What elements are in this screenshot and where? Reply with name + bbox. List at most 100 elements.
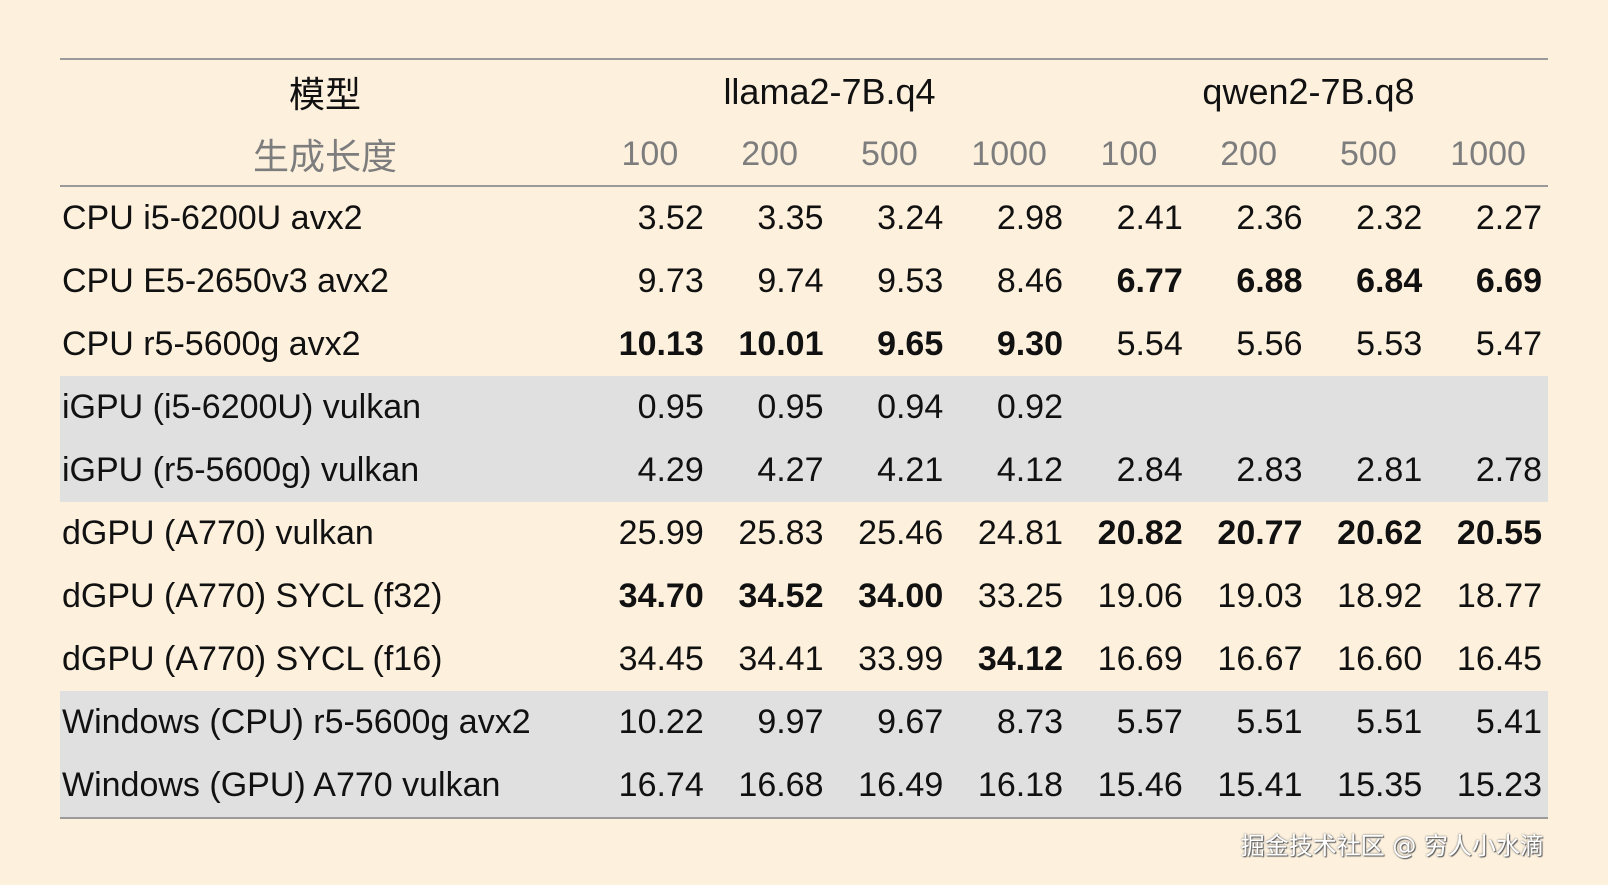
table-cell: 16.18 xyxy=(977,766,1063,804)
row-label: iGPU (r5-5600g) vulkan xyxy=(62,451,420,489)
table-cell: 15.35 xyxy=(1337,766,1423,804)
table-cell: 5.51 xyxy=(1356,703,1423,741)
table-cell: 10.01 xyxy=(738,325,824,363)
row-label: CPU E5-2650v3 avx2 xyxy=(62,262,389,300)
table-cell: 6.88 xyxy=(1236,262,1303,300)
table-cell: 9.74 xyxy=(757,262,824,300)
table-cell: 4.21 xyxy=(877,451,944,489)
table-cell: 25.46 xyxy=(858,514,944,552)
table-cell: 5.47 xyxy=(1475,325,1542,363)
length-header-cell: 100 xyxy=(1100,134,1158,173)
table-cell: 3.24 xyxy=(877,199,944,237)
table-cell: 25.83 xyxy=(738,514,824,552)
table-cell: 3.35 xyxy=(757,199,824,237)
row-label: Windows (GPU) A770 vulkan xyxy=(62,766,501,804)
table-cell: 19.03 xyxy=(1217,577,1303,615)
row-label: iGPU (i5-6200U) vulkan xyxy=(62,388,422,426)
table-cell: 19.06 xyxy=(1097,577,1183,615)
table-cell: 25.99 xyxy=(618,514,704,552)
table-row: CPU i5-6200U avx2 3.52 3.35 3.24 2.98 2.41 2.3… xyxy=(60,187,1548,250)
table-cell: 8.73 xyxy=(996,703,1063,741)
table-cell: 16.74 xyxy=(618,766,704,804)
row-label: CPU i5-6200U avx2 xyxy=(62,199,363,237)
table-cell: 2.98 xyxy=(996,199,1063,237)
table-cell: 6.84 xyxy=(1356,262,1423,300)
row-label: CPU r5-5600g avx2 xyxy=(62,325,361,363)
length-header-cell: 100 xyxy=(621,134,679,173)
table-cell: 2.81 xyxy=(1356,451,1423,489)
table-cell: 33.25 xyxy=(977,577,1063,615)
table-cell: 16.49 xyxy=(858,766,944,804)
table-cell: 9.73 xyxy=(637,262,704,300)
table-cell: 2.84 xyxy=(1116,451,1183,489)
table-row: Windows (GPU) A770 vulkan 16.74 16.68 16.49… xyxy=(60,754,1548,817)
table-cell: 9.97 xyxy=(757,703,824,741)
header-rule xyxy=(60,185,1548,187)
table-cell: 2.41 xyxy=(1116,199,1183,237)
table-cell: 4.27 xyxy=(757,451,824,489)
table-cell: 10.13 xyxy=(618,325,704,363)
table-cell: 2.78 xyxy=(1475,451,1542,489)
top-rule xyxy=(60,58,1548,60)
table-cell: 20.55 xyxy=(1456,514,1542,552)
row-label: dGPU (A770) vulkan xyxy=(62,514,374,552)
table-cell: 2.27 xyxy=(1475,199,1542,237)
table-cell: 0.95 xyxy=(757,388,824,426)
table-cell: 15.46 xyxy=(1097,766,1183,804)
header-row-model: 模型 llama2-7B.q4 qwen2-7B.q8 xyxy=(60,60,1548,123)
row-label: Windows (CPU) r5-5600g avx2 xyxy=(62,703,531,741)
table-cell: 33.99 xyxy=(858,640,944,678)
table-cell: 15.41 xyxy=(1217,766,1303,804)
table-cell: 3.52 xyxy=(637,199,704,237)
length-header-cell: 500 xyxy=(1340,134,1397,173)
table-cell: 15.23 xyxy=(1456,766,1542,804)
table-row: CPU E5-2650v3 avx2 9.73 9.74 9.53 8.46 6.77 6.… xyxy=(60,250,1548,313)
table-cell: 5.57 xyxy=(1116,703,1183,741)
table-cell: 0.95 xyxy=(637,388,704,426)
table-cell: 34.45 xyxy=(618,640,704,678)
length-header-cell: 1000 xyxy=(971,134,1047,173)
table-cell: 24.81 xyxy=(977,514,1063,552)
table-row: iGPU (r5-5600g) vulkan 4.29 4.27 4.21 4.12 2.… xyxy=(60,439,1548,502)
table-cell: 0.92 xyxy=(996,388,1063,426)
bottom-rule xyxy=(60,817,1548,819)
table-row: CPU r5-5600g avx2 10.13 10.01 9.65 9.30 5.54 5… xyxy=(60,313,1548,376)
length-header-cell: 1000 xyxy=(1450,134,1526,173)
table-cell: 5.51 xyxy=(1236,703,1303,741)
table-cell: 4.12 xyxy=(996,451,1063,489)
table-cell: 5.41 xyxy=(1475,703,1542,741)
table-row: iGPU (i5-6200U) vulkan 0.95 0.95 0.94 0.92 xyxy=(60,376,1548,439)
table-cell: 5.53 xyxy=(1356,325,1423,363)
header-row-length: 生成长度 100 200 500 1000 100 200 500 1000 xyxy=(60,123,1548,185)
row-label: dGPU (A770) SYCL (f32) xyxy=(62,577,443,615)
table-cell: 9.65 xyxy=(877,325,944,363)
length-header-cell: 200 xyxy=(741,134,798,173)
table-cell: 16.68 xyxy=(738,766,824,804)
group-header-llama2: llama2-7B.q4 xyxy=(723,70,936,112)
benchmark-table: 模型 llama2-7B.q4 qwen2-7B.q8 生成长度 100 200… xyxy=(60,58,1548,819)
table-cell: 8.46 xyxy=(996,262,1063,300)
table-cell: 34.41 xyxy=(738,640,824,678)
table-cell: 5.56 xyxy=(1236,325,1303,363)
table-row: dGPU (A770) vulkan 25.99 25.83 25.46 24.81 20… xyxy=(60,502,1548,565)
table-cell: 16.69 xyxy=(1097,640,1183,678)
table-cell: 2.36 xyxy=(1236,199,1303,237)
table-cell: 16.45 xyxy=(1456,640,1542,678)
table-row: Windows (CPU) r5-5600g avx2 10.22 9.97 9.67… xyxy=(60,691,1548,754)
group-header-qwen2: qwen2-7B.q8 xyxy=(1202,70,1415,112)
table-cell: 4.29 xyxy=(637,451,704,489)
table-cell: 34.12 xyxy=(977,640,1063,678)
table-cell: 6.69 xyxy=(1475,262,1542,300)
table-cell: 9.67 xyxy=(877,703,944,741)
table-cell: 34.52 xyxy=(738,577,824,615)
table-cell: 9.30 xyxy=(996,325,1063,363)
table-cell: 18.77 xyxy=(1456,577,1542,615)
table-cell: 16.60 xyxy=(1337,640,1423,678)
length-header-label: 生成长度 xyxy=(252,137,397,178)
table-cell: 2.83 xyxy=(1236,451,1303,489)
table-row: dGPU (A770) SYCL (f32) 34.70 34.52 34.00 33.… xyxy=(60,565,1548,628)
table-cell: 6.77 xyxy=(1116,262,1183,300)
table-cell: 16.67 xyxy=(1217,640,1303,678)
table-cell: 34.70 xyxy=(618,577,704,615)
table-cell: 0.94 xyxy=(877,388,944,426)
